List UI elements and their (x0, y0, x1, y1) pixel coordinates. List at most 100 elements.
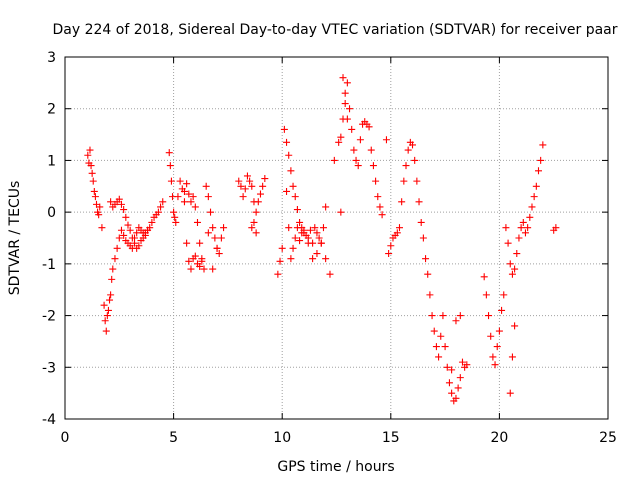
data-point (293, 224, 301, 232)
data-point (441, 343, 449, 351)
data-point (337, 208, 345, 216)
data-point (86, 146, 94, 154)
data-point (502, 224, 510, 232)
data-point (448, 366, 456, 374)
data-point (89, 177, 97, 185)
y-tick-label: -4 (42, 412, 56, 428)
data-point (107, 198, 115, 206)
data-point (176, 177, 184, 185)
data-point (346, 105, 354, 113)
axis-ticks: 0 5 10 15 20 25 -4 -3 -2 -1 0 1 2 3 (42, 50, 617, 446)
data-point (443, 363, 451, 371)
data-point (313, 250, 321, 258)
data-point (343, 79, 351, 87)
data-point (217, 234, 225, 242)
data-point (304, 239, 312, 247)
data-point (426, 291, 434, 299)
data-point (115, 234, 123, 242)
data-point (376, 203, 384, 211)
data-point (296, 237, 304, 245)
data-point (513, 250, 521, 258)
data-point (185, 190, 193, 198)
data-point (106, 296, 114, 304)
data-point (174, 193, 182, 201)
data-point (504, 239, 512, 247)
data-point (276, 257, 284, 265)
data-point (419, 234, 427, 242)
data-point (409, 141, 417, 149)
data-point (220, 224, 228, 232)
data-point (111, 255, 119, 263)
plot-frame (64, 56, 609, 420)
data-point (374, 193, 382, 201)
data-point (343, 115, 351, 123)
data-point (248, 182, 256, 190)
data-point (506, 260, 514, 268)
data-point (191, 203, 199, 211)
y-tick-label: 2 (47, 102, 56, 118)
data-point (511, 265, 519, 273)
data-point (104, 306, 112, 314)
x-axis-title: GPS time / hours (277, 459, 394, 475)
data-point (102, 327, 110, 335)
data-point (311, 224, 319, 232)
data-point (291, 234, 299, 242)
data-point (524, 224, 532, 232)
data-point (537, 156, 545, 164)
data-point (170, 208, 178, 216)
data-point (113, 244, 121, 252)
data-point (91, 193, 99, 201)
data-point (122, 213, 130, 221)
data-point (213, 244, 221, 252)
data-series (84, 74, 560, 405)
data-point (341, 89, 349, 97)
data-point (378, 211, 386, 219)
data-point (252, 208, 260, 216)
data-point (413, 177, 421, 185)
y-tick-label: 1 (47, 153, 56, 169)
data-point (196, 262, 204, 270)
data-point (148, 218, 156, 226)
data-point (382, 136, 390, 144)
data-point (235, 177, 243, 185)
data-point (385, 250, 393, 258)
data-point (498, 306, 506, 314)
data-point (204, 229, 212, 237)
data-point (352, 156, 360, 164)
data-point (521, 229, 529, 237)
data-point (317, 239, 325, 247)
data-point (103, 312, 111, 320)
data-point (322, 255, 330, 263)
data-point (300, 226, 308, 234)
data-point (189, 193, 197, 201)
data-point (326, 270, 334, 278)
data-point (335, 138, 343, 146)
x-tick-label: 25 (599, 430, 617, 446)
data-point (485, 312, 493, 320)
data-point (108, 275, 116, 283)
data-point (424, 270, 432, 278)
series-sdtvar (84, 74, 560, 405)
data-point (285, 151, 293, 159)
data-point (128, 234, 136, 242)
data-point (519, 218, 527, 226)
data-point (398, 198, 406, 206)
data-point (306, 226, 314, 234)
data-point (393, 229, 401, 237)
data-point (207, 208, 215, 216)
data-point (491, 361, 499, 369)
data-point (415, 198, 423, 206)
data-point (534, 167, 542, 175)
data-point (166, 162, 174, 170)
data-point (411, 156, 419, 164)
data-point (109, 265, 117, 273)
data-point (337, 133, 345, 141)
data-point (107, 291, 115, 299)
data-point (126, 226, 134, 234)
data-point (365, 123, 373, 131)
data-point (341, 100, 349, 108)
data-point (517, 224, 525, 232)
data-point (202, 182, 210, 190)
data-point (261, 175, 269, 183)
data-point (209, 265, 217, 273)
